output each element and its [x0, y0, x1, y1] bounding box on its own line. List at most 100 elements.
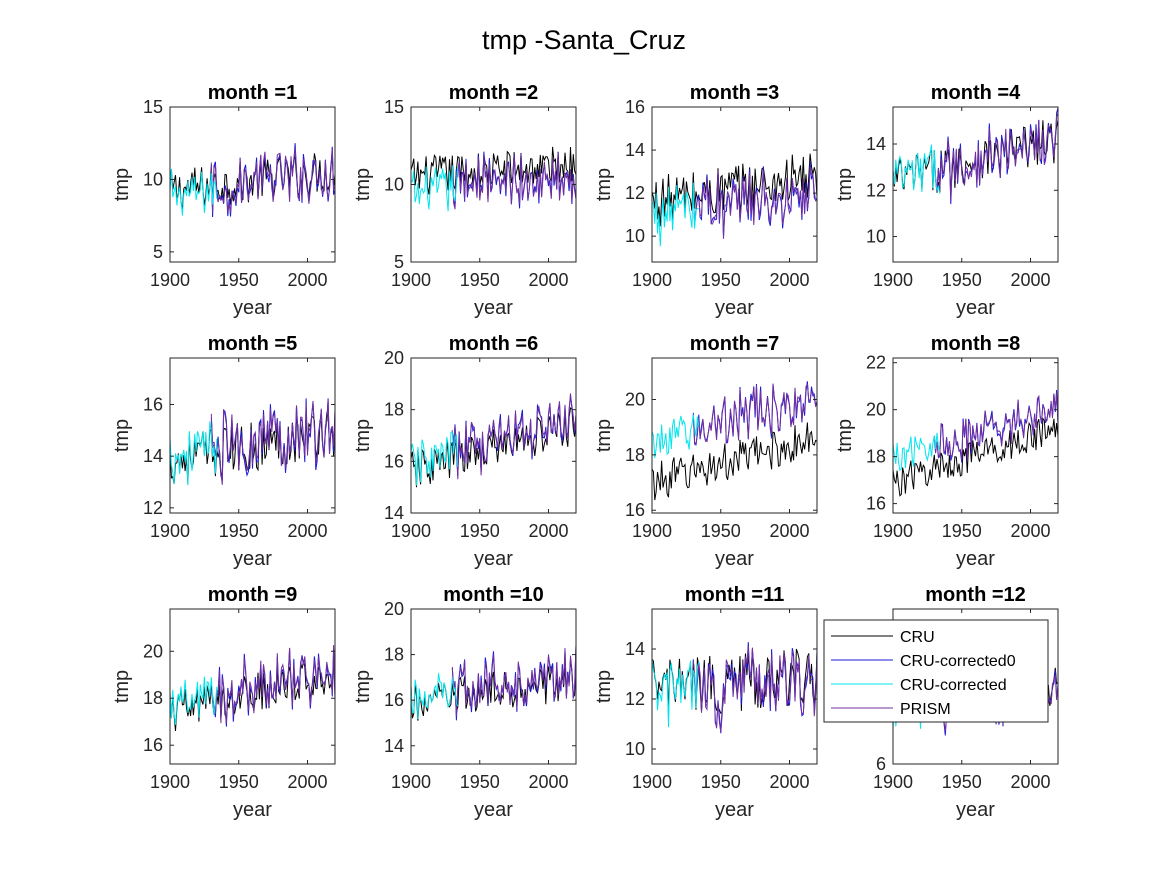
axes-box	[410, 357, 577, 514]
legend: CRU CRU-corrected0 CRU-corrected PRISM	[823, 619, 1049, 723]
x-axis-label: year	[474, 799, 513, 821]
series-cru	[893, 417, 1058, 497]
series-cru-corrected	[893, 432, 941, 472]
series-prism	[692, 646, 817, 732]
y-axis-label: tmp	[352, 168, 374, 201]
subplot-title: month =3	[690, 82, 779, 104]
x-tick-label: 1950	[460, 521, 500, 541]
x-axis-label: year	[715, 799, 754, 821]
subplot-month-4: 1900 1950 2000 10 12 14 month =4 year tmp	[834, 82, 1059, 319]
y-tick-label: 12	[625, 689, 645, 709]
x-tick-label: 1950	[942, 772, 982, 792]
legend-label: CRU-corrected0	[900, 653, 1016, 670]
series-prism	[692, 166, 817, 239]
plot-area	[893, 107, 1058, 262]
series-prism	[210, 399, 335, 485]
series-cru	[652, 422, 817, 501]
y-tick-label: 16	[143, 395, 163, 415]
subplot-title: month =8	[931, 333, 1020, 355]
subplot-month-6: 1900 1950 2000 14 16 18 20 month =6 year tmp	[352, 333, 577, 570]
subplot-title: month =9	[208, 584, 297, 606]
x-tick-label: 2000	[769, 521, 809, 541]
series-prism	[210, 644, 335, 724]
series-cru-corrected	[170, 676, 218, 725]
series-cru-corrected	[411, 165, 459, 212]
x-tick-label: 1900	[391, 270, 431, 290]
y-tick-label: 16	[625, 500, 645, 520]
x-tick-label: 2000	[528, 270, 568, 290]
x-tick-label: 1900	[873, 521, 913, 541]
subplot-month-3: 1900 1950 2000 10 12 14 16 month =3 year tmp	[593, 82, 818, 319]
y-tick-label: 10	[625, 226, 645, 246]
subplot-title: month =2	[449, 82, 538, 104]
x-axis-label: year	[715, 297, 754, 319]
y-axis-label: tmp	[834, 168, 856, 201]
y-axis-label: tmp	[834, 419, 856, 452]
y-axis-label: tmp	[111, 168, 133, 201]
series-lines	[411, 146, 576, 212]
x-tick-label: 1950	[701, 521, 741, 541]
series-cru-corrected	[652, 182, 699, 247]
series-lines	[652, 153, 817, 247]
y-tick-label: 6	[876, 754, 886, 774]
x-tick-label: 2000	[528, 521, 568, 541]
y-tick-label: 18	[384, 645, 404, 665]
y-tick-label: 20	[625, 390, 645, 410]
axes-box	[651, 357, 818, 514]
axes-box	[892, 357, 1059, 514]
x-tick-label: 1950	[219, 270, 259, 290]
y-tick-label: 16	[384, 451, 404, 471]
x-tick-label: 2000	[287, 521, 327, 541]
subplot-month-7: 1900 1950 2000 16 18 20 month =7 year tmp	[593, 333, 818, 570]
series-lines	[652, 381, 817, 501]
x-tick-label: 1950	[460, 772, 500, 792]
legend-box	[823, 619, 1049, 723]
series-lines	[170, 644, 335, 732]
x-axis-label: year	[474, 297, 513, 319]
x-tick-label: 1950	[942, 270, 982, 290]
subplot-title: month =1	[208, 82, 297, 104]
subplot-title: month =6	[449, 333, 538, 355]
subplot-title: month =12	[925, 584, 1026, 606]
y-tick-label: 16	[866, 494, 886, 514]
y-tick-label: 15	[384, 97, 404, 117]
series-cru-corrected	[170, 421, 218, 486]
subplot-title: month =10	[443, 584, 544, 606]
x-axis-label: year	[233, 548, 272, 570]
x-tick-label: 1900	[391, 521, 431, 541]
y-axis-label: tmp	[111, 419, 133, 452]
y-tick-label: 14	[384, 736, 404, 756]
y-axis-label: tmp	[352, 419, 374, 452]
x-tick-label: 2000	[1010, 521, 1050, 541]
y-tick-label: 22	[866, 353, 886, 373]
legend-label: CRU	[900, 629, 935, 646]
y-axis-label: tmp	[111, 670, 133, 703]
x-tick-label: 2000	[769, 772, 809, 792]
series-prism	[933, 392, 1058, 461]
subplot-title: month =5	[208, 333, 297, 355]
axes-box	[169, 106, 336, 263]
y-tick-label: 12	[866, 180, 886, 200]
y-tick-label: 16	[143, 735, 163, 755]
y-tick-label: 14	[866, 134, 886, 154]
series-cru-corrected0	[692, 381, 817, 446]
x-axis-label: year	[233, 799, 272, 821]
subplot-title: month =4	[931, 82, 1021, 104]
series-cru-corrected	[652, 658, 700, 728]
x-axis-label: year	[715, 548, 754, 570]
y-tick-label: 10	[625, 739, 645, 759]
series-lines	[411, 393, 576, 488]
series-cru-corrected	[652, 414, 700, 459]
y-tick-label: 10	[384, 175, 404, 195]
series-prism	[451, 645, 576, 717]
series-lines	[893, 389, 1058, 497]
series-lines	[170, 398, 335, 486]
axes-box	[169, 608, 336, 765]
x-axis-label: year	[474, 548, 513, 570]
subplot-month-8: 1900 1950 2000 16 18 20 22 month =8 year tmp	[834, 333, 1059, 570]
x-axis-label: year	[956, 548, 995, 570]
y-tick-label: 10	[143, 169, 163, 189]
series-prism	[692, 383, 817, 446]
x-axis-label: year	[956, 297, 995, 319]
